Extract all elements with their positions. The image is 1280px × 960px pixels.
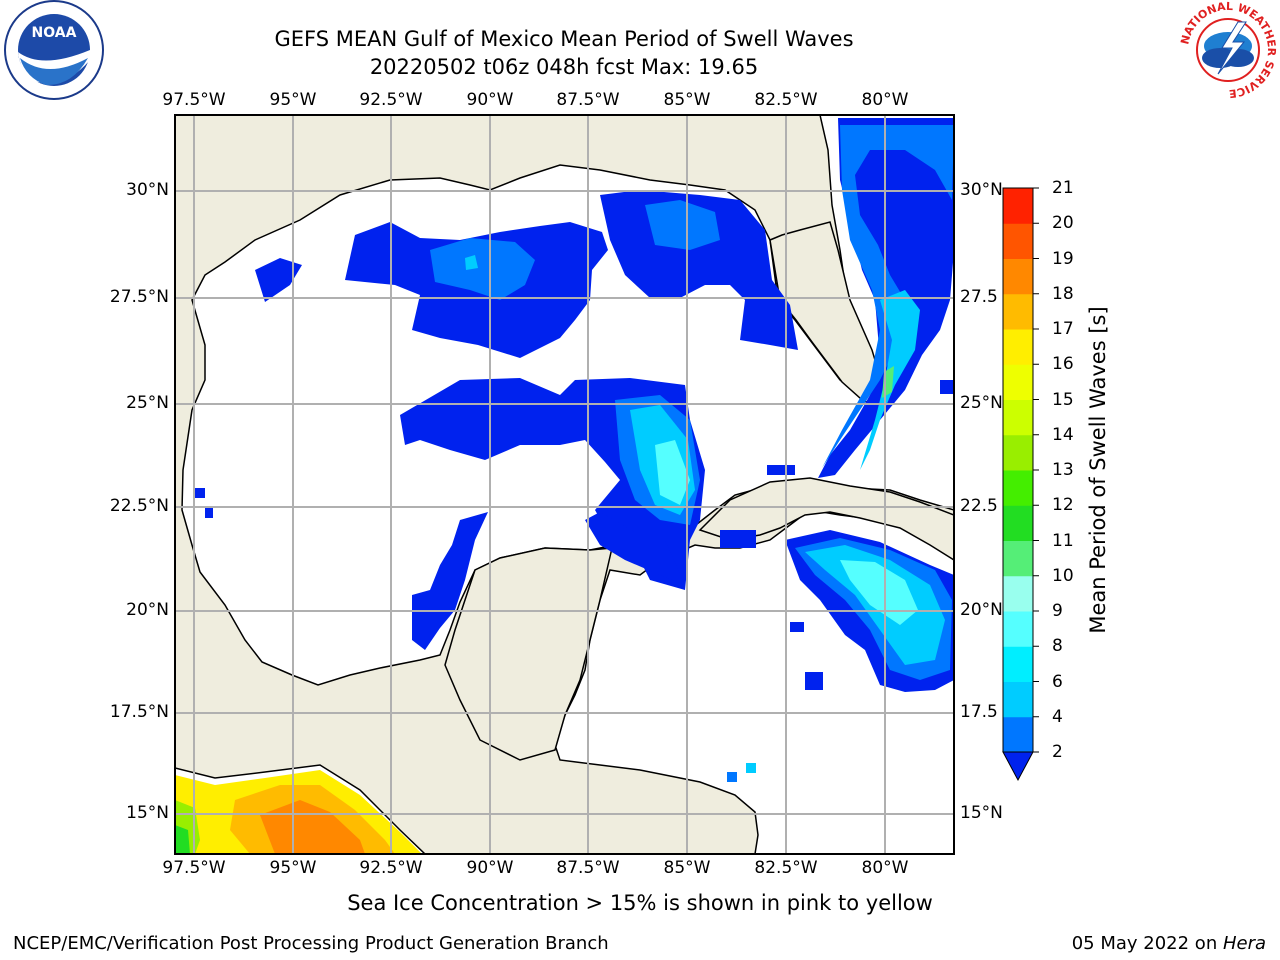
lat-label-left: 20°N	[126, 600, 169, 620]
colorbar-tick-label: 21	[1052, 178, 1074, 198]
chart-title: GEFS MEAN Gulf of Mexico Mean Period of …	[274, 27, 854, 51]
lat-label-left: 15°N	[126, 803, 169, 823]
colorbar	[1002, 187, 1039, 782]
lat-label-left: 22.5°N	[109, 496, 169, 516]
footer-credit: NCEP/EMC/Verification Post Processing Pr…	[13, 933, 609, 954]
colorbar-tick-label: 11	[1052, 530, 1074, 551]
colorbar-segment	[1003, 646, 1033, 682]
colorbar-tick-label: 9	[1052, 601, 1063, 621]
lat-label-right: 30°N	[960, 180, 1003, 200]
lon-label-top: 90°W	[466, 90, 514, 110]
lat-label-right: 27.5	[960, 287, 998, 307]
colorbar-tick-label: 18	[1052, 283, 1074, 304]
colorbar-segment	[1003, 611, 1033, 647]
lon-label-bottom: 85°W	[663, 858, 711, 878]
colorbar-segment	[1003, 329, 1033, 365]
lon-label-bottom: 92.5°W	[359, 858, 423, 878]
colorbar-tick-label: 2	[1052, 742, 1063, 762]
yucatan-land	[444, 547, 613, 761]
colorbar-tick-label: 8	[1052, 636, 1063, 657]
colorbar-tick-label: 4	[1052, 706, 1063, 727]
lon-label-top: 92.5°W	[359, 90, 423, 110]
footer-date: 05 May 2022 on Hera	[1072, 933, 1266, 954]
colorbar-segment	[1003, 258, 1033, 295]
lat-label-right: 15°N	[960, 803, 1003, 823]
colorbar-tick-label: 14	[1052, 424, 1074, 445]
colorbar-tick-label: 15	[1052, 389, 1074, 410]
colorbar-tick-label: 12	[1052, 495, 1074, 516]
lat-label-right: 20°N	[960, 600, 1003, 620]
colorbar-segment	[1003, 434, 1033, 471]
lat-label-right: 25°N	[960, 393, 1003, 413]
lon-label-top: 80°W	[861, 90, 909, 110]
footer-host: Hera	[1222, 933, 1266, 954]
colorbar-segment	[1003, 223, 1033, 259]
pacific-high-field	[175, 770, 422, 854]
lon-label-top: 95°W	[269, 90, 317, 110]
colorbar-segment	[1003, 505, 1033, 541]
cuba-land	[698, 477, 954, 561]
lon-label-top: 85°W	[663, 90, 711, 110]
lat-label-left: 30°N	[126, 180, 169, 200]
colorbar-segment	[1003, 540, 1033, 577]
colorbar-tick-label: 19	[1052, 248, 1074, 269]
graticule	[175, 115, 954, 854]
chart-subtitle: 20220502 t06z 048h fcst Max: 19.65	[369, 55, 759, 79]
colorbar-label: Mean Period of Swell Waves [s]	[1086, 306, 1110, 634]
lon-label-bottom: 82.5°W	[754, 858, 818, 878]
colorbar-tick-label: 17	[1052, 319, 1074, 339]
colorbar-segment	[1003, 470, 1033, 506]
noaa-logo: NOAA	[2, 0, 106, 100]
colorbar-segment	[1003, 188, 1033, 224]
lon-label-bottom: 95°W	[269, 858, 317, 878]
lon-label-bottom: 80°W	[861, 858, 909, 878]
colorbar-tick-label: 6	[1052, 671, 1063, 692]
lat-label-right: 17.5	[960, 702, 998, 722]
colorbar-extend-triangle	[1002, 751, 1034, 782]
colorbar-segment	[1003, 293, 1033, 330]
colorbar-segment	[1003, 575, 1033, 612]
swell-field	[195, 118, 954, 782]
lon-label-top: 82.5°W	[754, 90, 818, 110]
lat-label-left: 17.5°N	[109, 702, 169, 722]
colorbar-tick-label: 10	[1052, 565, 1074, 586]
colorbar-segment	[1003, 364, 1033, 400]
colorbar-tick-label: 13	[1052, 460, 1074, 480]
footer-date-text: 05 May 2022 on	[1071, 933, 1223, 954]
colorbar-segment	[1003, 681, 1033, 718]
lon-label-bottom: 97.5°W	[162, 858, 226, 878]
lon-label-top: 87.5°W	[556, 90, 620, 110]
map-frame	[174, 114, 955, 855]
lon-label-bottom: 90°W	[466, 858, 514, 878]
nws-logo: NATIONAL WEATHER SERVICE	[1178, 0, 1278, 100]
lon-label-bottom: 87.5°W	[556, 858, 620, 878]
colorbar-segment	[1003, 399, 1033, 436]
lon-label-top: 97.5°W	[162, 90, 226, 110]
colorbar-segment	[1003, 716, 1033, 753]
noaa-logo-text: NOAA	[32, 25, 77, 41]
sea-ice-note: Sea Ice Concentration > 15% is shown in …	[347, 891, 933, 915]
lat-label-right: 22.5	[960, 496, 998, 516]
lat-label-left: 27.5°N	[109, 287, 169, 307]
colorbar-tick-label: 16	[1052, 354, 1074, 375]
lat-label-left: 25°N	[126, 393, 169, 413]
colorbar-tick-label: 20	[1052, 213, 1074, 234]
